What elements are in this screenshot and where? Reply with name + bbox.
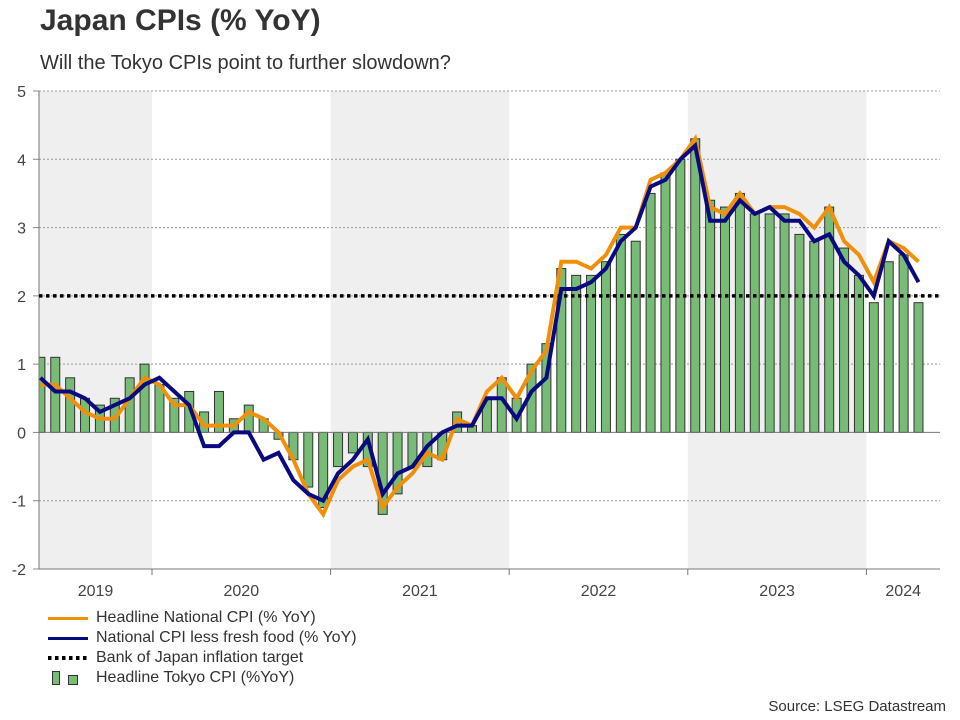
x-tick-label: 2024 [885, 583, 921, 600]
x-tick-label: 2023 [759, 583, 795, 600]
bar-tokyo-cpi [868, 302, 879, 433]
bar-tokyo-cpi [705, 199, 716, 433]
bar-tokyo-cpi [779, 213, 790, 433]
bar-tokyo-cpi [749, 213, 760, 433]
bar-tokyo-cpi [630, 240, 641, 433]
bar-tokyo-cpi [600, 261, 611, 433]
bar-tokyo-cpi [243, 404, 254, 433]
navy-line-swatch-icon [46, 628, 88, 648]
orange-line-swatch-icon [46, 608, 88, 628]
bar-tokyo-cpi [303, 431, 314, 488]
bar-tokyo-cpi [839, 247, 850, 433]
legend-item-tokyo-cpi: Headline Tokyo CPI (%YoY) [46, 668, 357, 688]
y-tick-label: 0 [17, 425, 26, 442]
bar-tokyo-cpi [571, 274, 582, 433]
line-core-national-cpi [39, 141, 921, 504]
y-tick-label: 2 [17, 289, 26, 306]
bar-tokyo-cpi [615, 233, 626, 433]
legend-item-headline-national: Headline National CPI (% YoY) [46, 608, 357, 628]
bar-tokyo-cpi [690, 138, 701, 433]
tick-labels: -2 -1 0 1 2 3 4 5 2019 2020 2021 2022 2023 2024 [12, 84, 921, 600]
legend: Headline National CPI (% YoY) National C… [46, 608, 357, 688]
bar-tokyo-cpi [39, 356, 46, 433]
dotted-line-swatch-icon [46, 648, 88, 668]
legend-label: Headline Tokyo CPI (%YoY) [96, 669, 295, 686]
y-tick-label: -1 [12, 494, 26, 511]
bar-tokyo-cpi [50, 356, 61, 433]
y-tick-label: 1 [17, 357, 26, 374]
source-note: Source: LSEG Datastream [768, 698, 946, 715]
bar-tokyo-cpi [333, 431, 344, 468]
x-tick-label: 2022 [581, 583, 617, 600]
gridlines [33, 90, 940, 570]
y-tick-label: 5 [17, 84, 26, 101]
axes [38, 91, 940, 575]
bar-swatch-icon [46, 668, 88, 688]
bar-tokyo-cpi [347, 431, 358, 454]
bar-tokyo-cpi [734, 192, 745, 433]
legend-label: Bank of Japan inflation target [96, 649, 304, 666]
shaded-band-2021 [330, 91, 510, 569]
legend-label: Headline National CPI (% YoY) [96, 609, 316, 626]
bar-tokyo-cpi [65, 377, 76, 433]
bar-tokyo-cpi [586, 274, 597, 433]
y-tick-label: 3 [17, 221, 26, 238]
legend-label: National CPI less fresh food (% YoY) [96, 629, 357, 646]
shaded-band-2023 [687, 91, 867, 569]
bar-tokyo-cpi [720, 206, 731, 433]
bar-tokyo-cpi [809, 240, 820, 433]
x-tick-label: 2019 [78, 583, 114, 600]
y-tick-label: 4 [17, 152, 26, 169]
bar-tokyo-cpi [764, 213, 775, 433]
bar-tokyo-cpi [853, 274, 864, 433]
bar-tokyo-cpi [660, 172, 671, 433]
legend-item-core-national: National CPI less fresh food (% YoY) [46, 628, 357, 648]
chart-subtitle: Will the Tokyo CPIs point to further slo… [40, 52, 451, 74]
bar-tokyo-cpi [913, 302, 924, 433]
bar-tokyo-cpi [794, 233, 805, 433]
legend-item-boj-target: Bank of Japan inflation target [46, 648, 357, 668]
bar-tokyo-cpi [139, 363, 150, 433]
x-tick-label: 2021 [402, 583, 438, 600]
x-tick-label: 2020 [224, 583, 260, 600]
bar-tokyo-cpi [645, 192, 656, 433]
y-tick-label: -2 [12, 562, 26, 579]
chart-title: Japan CPIs (% YoY) [40, 4, 321, 37]
shaded-band-2019 [39, 91, 152, 569]
bar-tokyo-cpi [883, 261, 894, 433]
cpi-lines [39, 133, 921, 519]
bar-tokyo-cpi [898, 254, 909, 433]
year-bands [39, 91, 867, 569]
